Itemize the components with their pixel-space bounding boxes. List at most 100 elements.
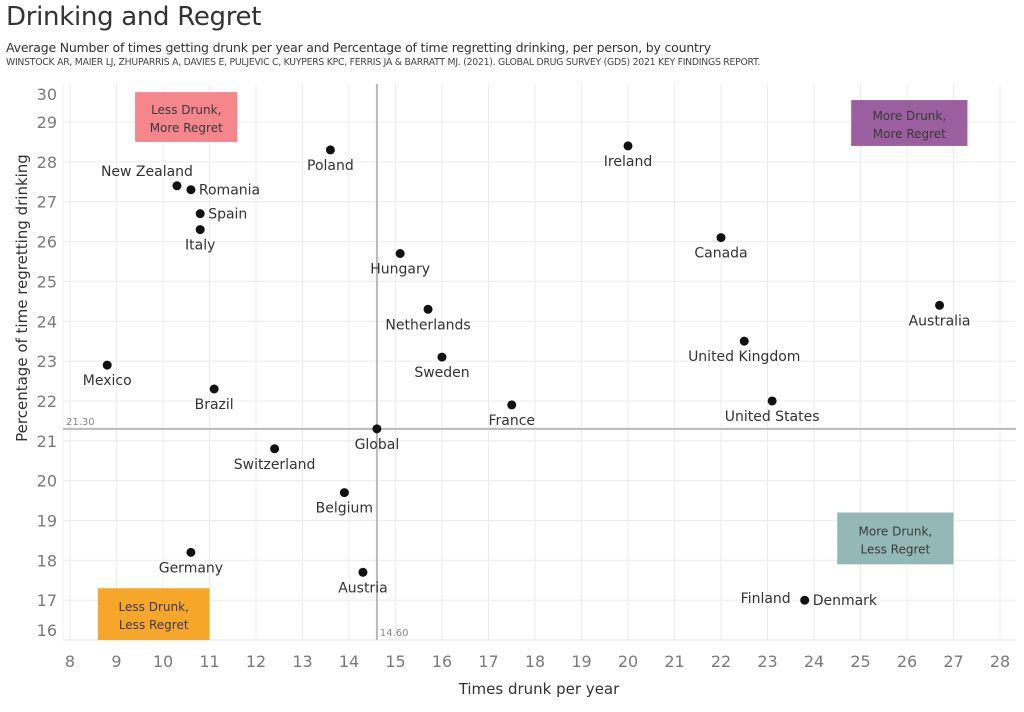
x-tick-label: 21 [664,652,684,671]
data-point-label: Italy [185,238,215,254]
y-tick-label: 18 [37,551,57,570]
x-tick-label: 19 [571,652,591,671]
x-tick-label: 27 [943,652,963,671]
x-tick-label: 14 [339,652,359,671]
data-point-label: Australia [909,313,971,329]
quadrant-label-line1: More Drunk, [872,109,946,123]
data-point [172,181,182,191]
y-axis-ticks: 16 17 18 19 20 21 22 23 24 25 26 27 28 29 30 [37,85,57,640]
x-tick-label: 11 [199,652,219,671]
x-axis-label: Times drunk per year [458,680,620,698]
data-point-label: Global [355,437,400,453]
y-tick-label: 27 [37,193,57,212]
quadrant-box [851,100,968,146]
data-point-label: Germany [159,560,223,576]
data-point-label: United Kingdom [688,349,800,365]
y-tick-label: 16 [37,621,57,640]
data-point [102,360,112,370]
data-point-label: Poland [307,158,354,174]
data-point-label: Spain [208,207,247,223]
x-tick-label: 23 [757,652,777,671]
data-point [186,547,196,557]
y-tick-label: 20 [37,472,57,491]
data-point [358,567,368,577]
reference-lines: 14.60 21.30 [63,84,1016,640]
data-point-label: Austria [338,580,387,596]
data-point [186,185,196,195]
reference-y-label: 21.30 [66,417,95,428]
data-point [325,145,335,155]
y-tick-label: 29 [37,113,57,132]
quadrant-labels: Less Drunk, More Regret More Drunk, More Re… [97,92,968,641]
data-point [716,233,726,243]
reference-x-label: 14.60 [380,628,409,639]
quadrant-label-box: Less Drunk, More Regret [135,92,238,142]
y-tick-label: 23 [37,352,57,371]
data-point-label: Ireland [604,154,652,170]
data-point-label: Romania [199,183,260,199]
data-point [800,595,810,605]
y-tick-label: 19 [37,512,57,531]
data-point-label: Brazil [195,397,234,413]
data-point-label: Denmark [813,593,878,609]
data-point-label: Sweden [414,365,469,381]
x-tick-label: 13 [292,652,312,671]
chart-title: Drinking and Regret [6,2,262,32]
y-tick-label: 21 [37,432,57,451]
data-point [767,396,777,406]
chart-subtitle: Average Number of times getting drunk pe… [6,40,711,55]
data-point [339,488,349,498]
quadrant-label-line1: Less Drunk, [151,103,221,117]
data-point [623,141,633,151]
x-tick-label: 17 [478,652,498,671]
data-point [372,424,382,434]
quadrant-label-line1: Less Drunk, [119,600,189,614]
quadrant-label-line1: More Drunk, [859,524,933,538]
quadrant-label-box: More Drunk, More Regret [851,100,968,146]
x-tick-label: 15 [385,652,405,671]
data-point [935,300,945,310]
data-point [270,444,280,454]
data-point-label: Netherlands [385,317,470,333]
y-tick-label: 25 [37,272,57,291]
quadrant-label-box: Less Drunk, Less Regret [97,588,210,641]
data-point-label: Canada [694,246,747,262]
data-point-label: France [488,413,535,429]
x-tick-label: 18 [525,652,545,671]
y-tick-label: 17 [37,591,57,610]
chart-source: WINSTOCK AR, MAIER LJ, ZHUPARRIS A, DAVI… [6,57,761,68]
data-point-label: Hungary [370,262,430,278]
y-tick-label: 30 [37,85,57,104]
data-point-label: Belgium [316,501,373,517]
data-point [739,336,749,346]
data-points: New Zealand Romania Spain Italy Poland Irelan… [83,141,971,609]
x-tick-label: 16 [432,652,452,671]
x-tick-label: 24 [804,652,824,671]
data-point-label: Mexico [83,373,132,389]
y-tick-label: 28 [37,153,57,172]
quadrant-label-box: More Drunk, Less Regret [837,512,954,565]
x-axis-ticks: 8 9 10 11 12 13 14 15 16 17 18 19 20 21 22 23 24 25 26 27 28 [65,652,1010,671]
data-point-label: United States [725,409,820,425]
x-tick-label: 26 [897,652,917,671]
y-tick-label: 22 [37,392,57,411]
data-point-label: Switzerland [234,457,316,473]
data-point [209,384,219,394]
quadrant-label-line2: Less Regret [861,542,931,556]
quadrant-label-line2: More Regret [873,127,946,141]
data-point [507,400,517,410]
data-point-label: Finland [741,591,791,607]
data-point [195,225,205,235]
x-tick-label: 22 [711,652,731,671]
data-point [395,249,405,259]
x-tick-label: 12 [246,652,266,671]
x-tick-label: 9 [111,652,121,671]
quadrant-box [97,588,210,641]
quadrant-label-line2: More Regret [150,121,223,135]
data-point-label: New Zealand [101,164,193,180]
quadrant-box [135,92,238,142]
y-tick-label: 26 [37,233,57,252]
data-point [195,209,205,219]
x-tick-label: 20 [618,652,638,671]
